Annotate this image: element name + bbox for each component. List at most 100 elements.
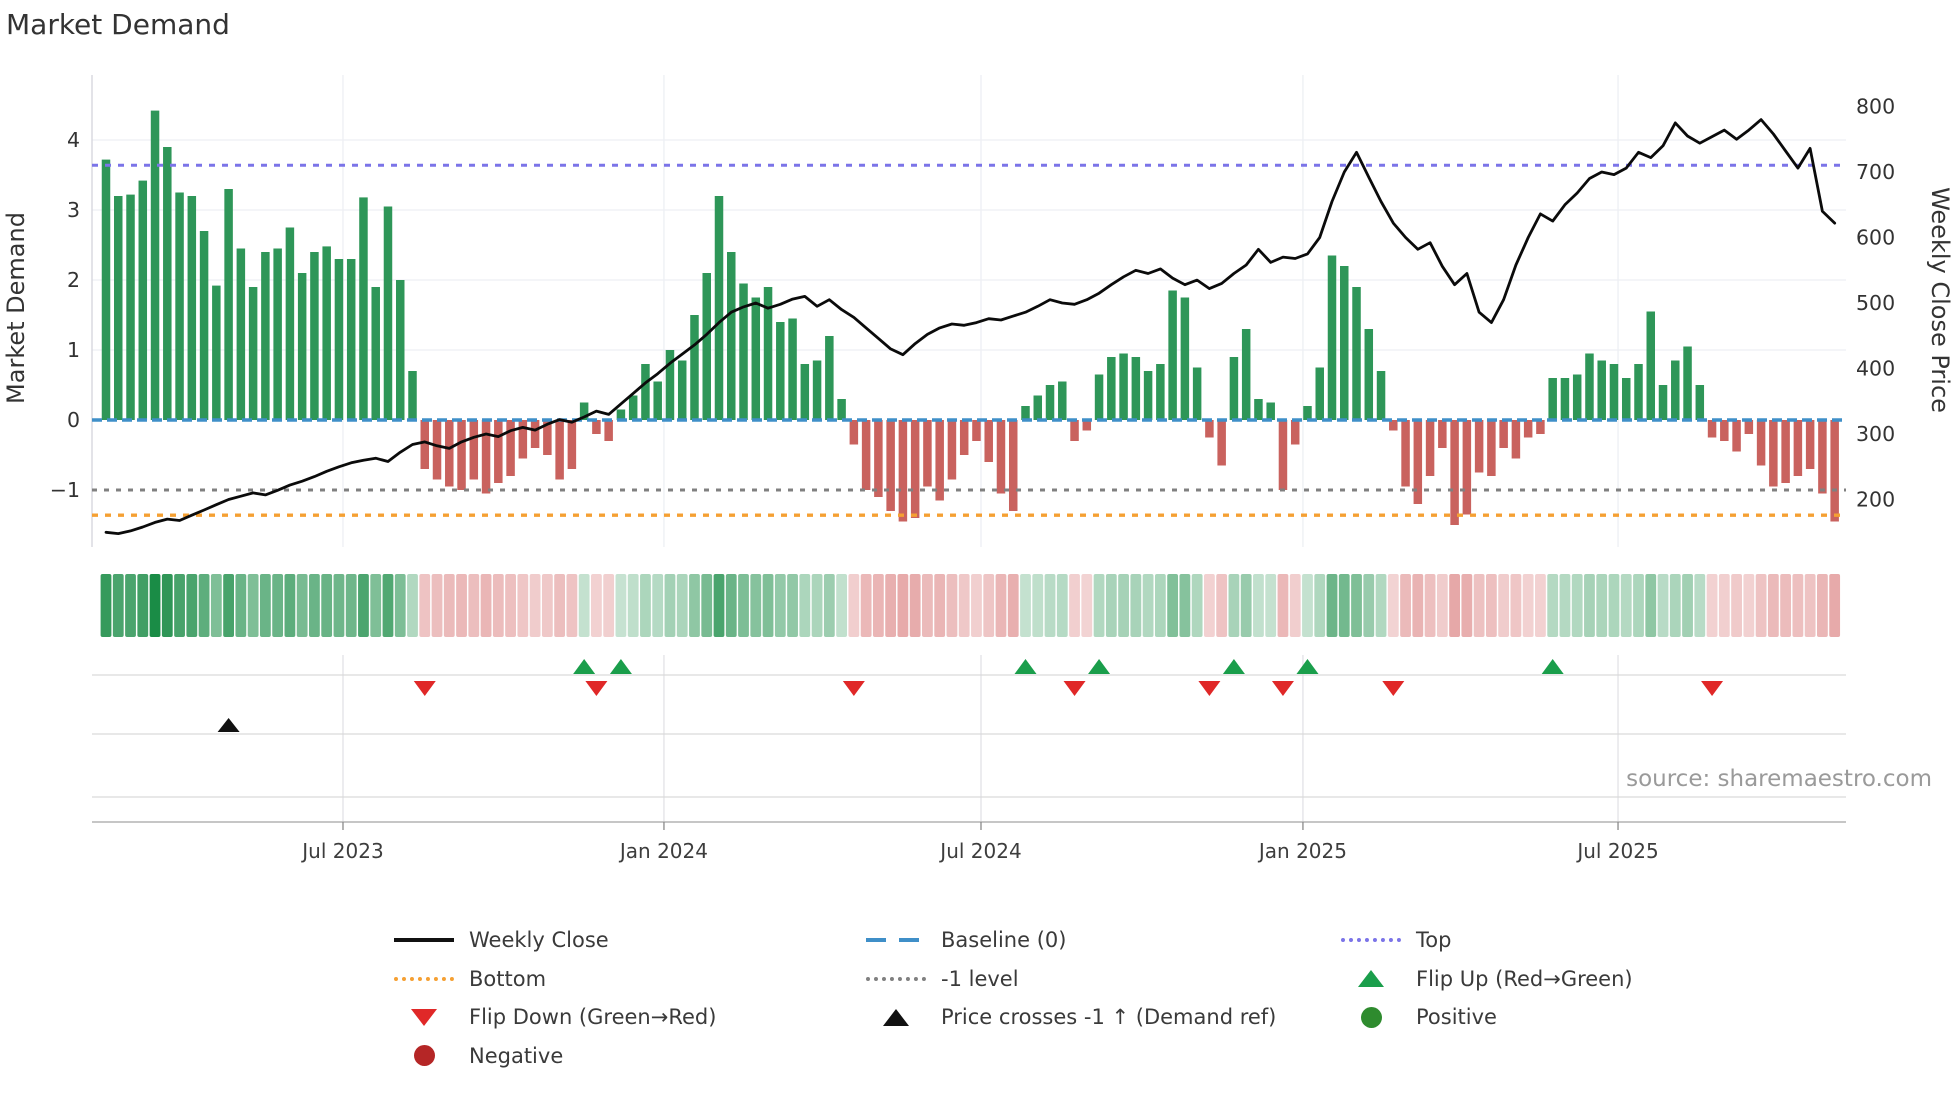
heatmap-cell [210, 574, 222, 637]
heatmap-cell [1633, 574, 1644, 637]
heatmap-cell [235, 574, 247, 637]
right-axis-title: Weekly Close Price [1926, 187, 1954, 413]
heatmap-cell [1412, 574, 1424, 637]
legend-item-1-level: -1 level [865, 961, 1019, 997]
triangle-up-icon [1340, 970, 1402, 987]
heatmap-cell [443, 574, 455, 637]
legend-item-negative: Negative [393, 1038, 563, 1074]
heatmap-cell [689, 574, 700, 637]
heatmap-cell [1204, 574, 1215, 637]
heatmap-cell [1191, 574, 1203, 637]
x-axis-tick-label: Jan 2025 [1257, 839, 1347, 863]
flip-up-marker [1222, 659, 1245, 674]
heatmap-cell [1817, 574, 1828, 637]
demand-bar [1609, 364, 1619, 420]
heatmap-cell [1706, 574, 1718, 637]
flip-up-marker [1541, 659, 1564, 674]
heatmap-cell [149, 574, 161, 637]
demand-bar [359, 197, 368, 420]
demand-bar [1634, 364, 1643, 420]
demand-bar [1523, 420, 1533, 438]
heatmap-cell [309, 574, 320, 637]
heatmap-cell [1154, 574, 1166, 637]
demand-bar [1168, 290, 1177, 420]
heatmap-cell [1473, 574, 1485, 637]
flip-down-marker [1198, 681, 1221, 696]
demand-bar [1646, 311, 1656, 420]
demand-bar [1536, 420, 1545, 434]
heatmap-cell [1743, 574, 1755, 637]
demand-bar [1732, 420, 1741, 452]
heatmap-cell [1240, 574, 1252, 637]
heatmap-cell [1277, 574, 1289, 637]
heatmap-cell [934, 574, 946, 637]
heatmap-cell [431, 574, 443, 637]
heatmap-cell [664, 574, 676, 637]
demand-bar [1058, 381, 1067, 420]
demand-bar [1376, 371, 1386, 420]
demand-bar [984, 420, 993, 462]
legend-label: Flip Down (Green→Red) [469, 1005, 717, 1029]
demand-bar [1094, 374, 1104, 420]
heatmap-cell [505, 574, 516, 637]
heatmap-cell [333, 574, 345, 637]
heatmap-cell [419, 574, 431, 637]
demand-bar [1131, 357, 1141, 420]
legend-item-baseline-0: Baseline (0) [865, 922, 1066, 958]
price-axis-tick-label: 700 [1856, 160, 1895, 184]
demand-bar [494, 420, 503, 483]
demand-bar [1756, 420, 1766, 466]
demand-bar [1278, 420, 1288, 490]
demand-bar [322, 246, 331, 420]
demand-bar [874, 420, 883, 497]
heatmap-cell [272, 574, 284, 637]
circle-marker-icon [393, 1045, 455, 1066]
demand-bar [297, 273, 307, 420]
heatmap-cell [1485, 574, 1497, 637]
demand-bar [1205, 420, 1214, 438]
demand-bar [1033, 395, 1043, 420]
heatmap-cell [1265, 574, 1277, 637]
heatmap-cell [137, 574, 149, 637]
demand-bar [1045, 385, 1055, 420]
heatmap-cell [946, 574, 958, 637]
demand-bar [935, 420, 944, 501]
heatmap-cell [394, 574, 406, 637]
demand-bar [1192, 367, 1202, 420]
heatmap-cell [1535, 574, 1546, 637]
heatmap-cell [1314, 574, 1326, 637]
demand-bar [1352, 287, 1361, 420]
heatmap-cell [1363, 574, 1375, 637]
heatmap-cell [1608, 574, 1620, 637]
price-axis-tick-label: 400 [1856, 357, 1895, 381]
heatmap-cell [787, 574, 798, 637]
heatmap-cell [1069, 574, 1080, 637]
heatmap-cell [1093, 574, 1105, 637]
heatmap-cell [872, 574, 884, 637]
demand-bar [555, 420, 564, 480]
y-axis-tick-label: 3 [67, 198, 80, 222]
heatmap-cell [1351, 574, 1362, 637]
demand-bar [776, 322, 785, 420]
demand-bar [1769, 420, 1778, 487]
demand-bar [432, 420, 442, 480]
heatmap-cell [995, 574, 1007, 637]
demand-bar [408, 371, 417, 420]
demand-bar [101, 159, 111, 420]
heatmap-cell [1387, 574, 1399, 637]
page-title: Market Demand [6, 8, 230, 41]
demand-bar [800, 364, 810, 420]
y-axis-tick-label: 4 [67, 128, 80, 152]
legend-label: Negative [469, 1043, 564, 1068]
heatmap-cell [1755, 574, 1767, 637]
heatmap-cell [811, 574, 823, 637]
heatmap-cell [885, 574, 897, 637]
circle-marker-icon [1340, 1006, 1402, 1028]
heatmap-cell [1780, 574, 1792, 637]
heatmap-cell [223, 574, 234, 637]
demand-bar [1805, 420, 1815, 469]
demand-bar [175, 192, 184, 420]
legend-item-weekly-close: Weekly Close [393, 922, 609, 958]
heatmap-cell [1105, 574, 1117, 637]
legend-label: Bottom [469, 966, 547, 991]
